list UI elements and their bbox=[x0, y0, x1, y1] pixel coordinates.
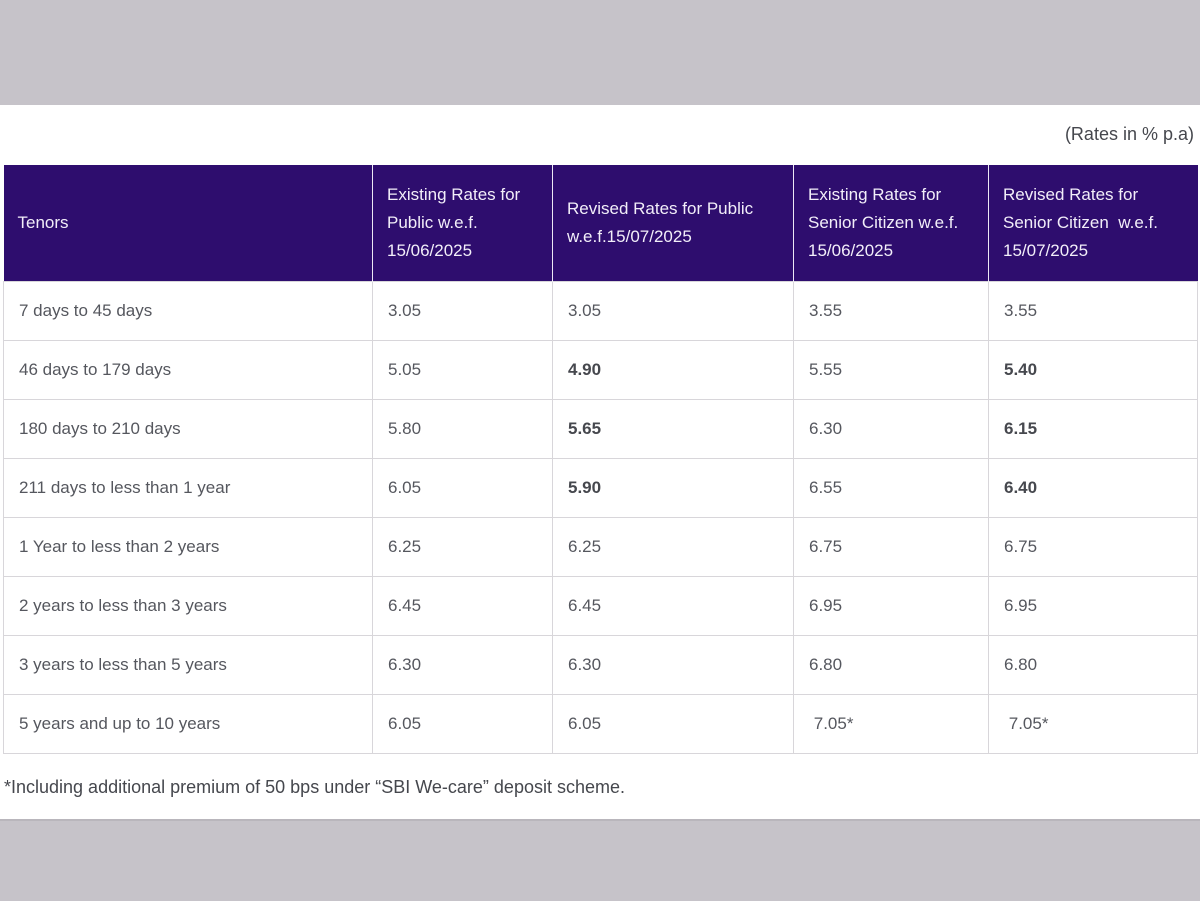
table-row: 211 days to less than 1 year 6.05 5.90 6… bbox=[3, 457, 1198, 518]
rate-cell: 5.55 bbox=[793, 339, 989, 400]
rate-cell: 5.40 bbox=[988, 339, 1198, 400]
tenor-cell: 2 years to less than 3 years bbox=[3, 575, 373, 636]
rate-cell: 6.25 bbox=[372, 516, 553, 577]
table-row: 2 years to less than 3 years 6.45 6.45 6… bbox=[3, 575, 1198, 636]
rate-cell: 4.90 bbox=[552, 339, 794, 400]
rate-cell: 6.05 bbox=[552, 693, 794, 754]
rate-cell: 6.45 bbox=[552, 575, 794, 636]
table-header-row: Tenors Existing Rates for Public w.e.f. … bbox=[3, 165, 1198, 281]
rates-unit-note: (Rates in % p.a) bbox=[1064, 124, 1194, 144]
rate-cell: 6.80 bbox=[793, 634, 989, 695]
col-header-revised-senior: Revised Rates for Senior Citizen w.e.f. … bbox=[988, 165, 1198, 281]
rate-cell: 6.30 bbox=[793, 398, 989, 459]
rate-cell: 5.90 bbox=[552, 457, 794, 518]
rate-cell: 6.40 bbox=[988, 457, 1198, 518]
col-header-revised-public: Revised Rates for Public w.e.f.15/07/202… bbox=[552, 165, 794, 281]
rate-cell: 3.05 bbox=[552, 280, 794, 341]
rate-cell: 6.75 bbox=[793, 516, 989, 577]
tenor-cell: 1 Year to less than 2 years bbox=[3, 516, 373, 577]
rate-cell: 5.80 bbox=[372, 398, 553, 459]
tenor-cell: 5 years and up to 10 years bbox=[3, 693, 373, 754]
rate-cell: 6.05 bbox=[372, 693, 553, 754]
rate-cell: 3.55 bbox=[793, 280, 989, 341]
rate-cell: 6.30 bbox=[372, 634, 553, 695]
table-row: 5 years and up to 10 years 6.05 6.05 7.0… bbox=[3, 693, 1198, 754]
footnote: *Including additional premium of 50 bps … bbox=[4, 776, 625, 797]
rate-cell: 6.95 bbox=[793, 575, 989, 636]
rate-cell: 5.05 bbox=[372, 339, 553, 400]
col-header-tenors: Tenors bbox=[3, 165, 373, 281]
top-gray-bar bbox=[0, 0, 1200, 105]
rate-cell: 3.55 bbox=[988, 280, 1198, 341]
tenor-cell: 46 days to 179 days bbox=[3, 339, 373, 400]
col-header-existing-senior: Existing Rates for Senior Citizen w.e.f.… bbox=[793, 165, 989, 281]
table-row: 1 Year to less than 2 years 6.25 6.25 6.… bbox=[3, 516, 1198, 577]
rate-cell: 7.05* bbox=[793, 693, 989, 754]
tenor-cell: 180 days to 210 days bbox=[3, 398, 373, 459]
rate-cell: 6.25 bbox=[552, 516, 794, 577]
rate-cell: 6.30 bbox=[552, 634, 794, 695]
tenor-cell: 211 days to less than 1 year bbox=[3, 457, 373, 518]
col-header-existing-public: Existing Rates for Public w.e.f. 15/06/2… bbox=[372, 165, 553, 281]
table-row: 46 days to 179 days 5.05 4.90 5.55 5.40 bbox=[3, 339, 1198, 400]
tenor-cell: 3 years to less than 5 years bbox=[3, 634, 373, 695]
rate-cell: 6.45 bbox=[372, 575, 553, 636]
fd-rates-table: Tenors Existing Rates for Public w.e.f. … bbox=[3, 165, 1198, 754]
rate-cell: 6.80 bbox=[988, 634, 1198, 695]
rate-cell: 6.05 bbox=[372, 457, 553, 518]
table-row: 180 days to 210 days 5.80 5.65 6.30 6.15 bbox=[3, 398, 1198, 459]
rate-cell: 5.65 bbox=[552, 398, 794, 459]
table-row: 3 years to less than 5 years 6.30 6.30 6… bbox=[3, 634, 1198, 695]
bottom-gray-bar bbox=[0, 818, 1200, 901]
rate-cell: 7.05* bbox=[988, 693, 1198, 754]
rate-cell: 3.05 bbox=[372, 280, 553, 341]
rate-cell: 6.75 bbox=[988, 516, 1198, 577]
table-row: 7 days to 45 days 3.05 3.05 3.55 3.55 bbox=[3, 280, 1198, 341]
rate-cell: 6.15 bbox=[988, 398, 1198, 459]
tenor-cell: 7 days to 45 days bbox=[3, 280, 373, 341]
rate-cell: 6.55 bbox=[793, 457, 989, 518]
rate-cell: 6.95 bbox=[988, 575, 1198, 636]
